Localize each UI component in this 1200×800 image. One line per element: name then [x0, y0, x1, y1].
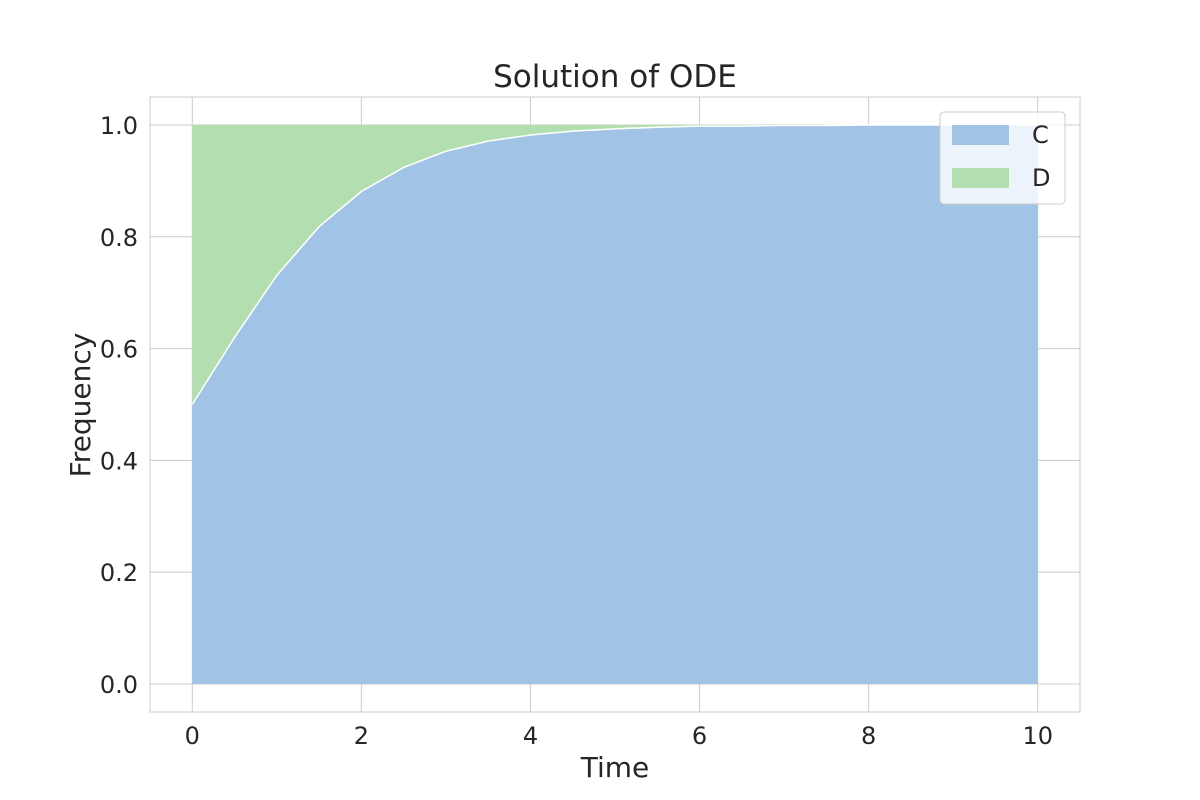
plot-frame — [149, 96, 1081, 713]
y-tick-label: 0.6 — [100, 336, 138, 364]
legend-label-c: C — [1032, 121, 1049, 149]
area-series-d — [192, 124, 1038, 405]
legend-label-d: D — [1032, 164, 1050, 192]
legend-swatch-d — [952, 168, 1009, 188]
stacked-areas — [191, 124, 1038, 685]
area-series-c — [192, 124, 1038, 685]
x-tick-label: 2 — [354, 722, 369, 750]
y-axis-title: Frequency — [64, 333, 97, 478]
y-tick-label: 0.2 — [100, 559, 138, 587]
y-tick-label: 0.4 — [100, 447, 138, 475]
legend: C D — [939, 111, 1066, 205]
legend-swatch-c — [952, 125, 1009, 145]
x-tick-labels: 0 2 4 6 8 10 — [185, 722, 1053, 750]
chart-title: Solution of ODE — [493, 59, 737, 95]
y-tick-label: 0.8 — [100, 224, 138, 252]
x-axis-title: Time — [580, 751, 650, 784]
x-tick-label: 4 — [523, 722, 538, 750]
x-tick-label: 8 — [861, 722, 876, 750]
y-tick-label: 1.0 — [100, 112, 138, 140]
y-tick-labels: 0.0 0.2 0.4 0.6 0.8 1.0 — [100, 112, 138, 699]
series-boundary-line — [191, 124, 1038, 405]
x-tick-label: 10 — [1022, 722, 1053, 750]
x-tick-label: 0 — [185, 722, 200, 750]
x-tick-label: 6 — [692, 722, 707, 750]
y-tick-label: 0.0 — [100, 671, 138, 699]
